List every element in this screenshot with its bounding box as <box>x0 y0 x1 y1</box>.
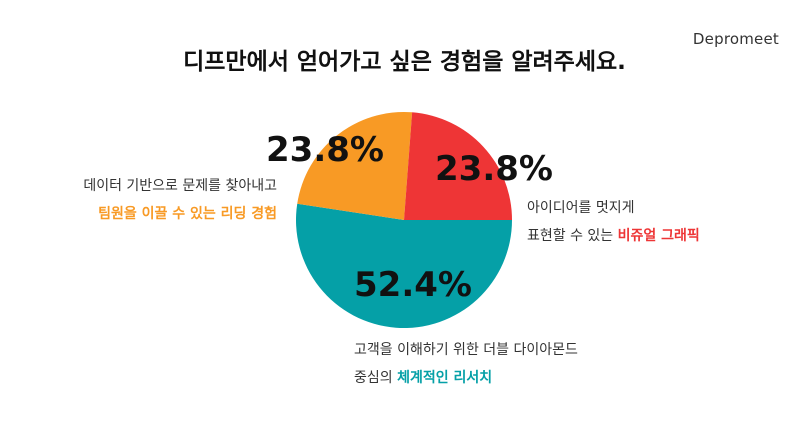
annotation-leading-line1: 데이터 기반으로 문제를 찾아내고 <box>83 178 277 194</box>
pct-label-leading: 23.8% <box>266 130 384 170</box>
annotation-visual-prefix: 표현할 수 있는 <box>527 228 618 244</box>
annotation-leading-highlight: 팀원을 이끌 수 있는 리딩 경험 <box>98 206 277 222</box>
pie-slice-leading <box>297 112 413 220</box>
annotation-visual-line1: 아이디어를 멋지게 <box>527 200 635 216</box>
brand-logo: Depromeet <box>692 30 779 48</box>
annotation-research-highlight: 체계적인 리서치 <box>397 370 493 386</box>
pie-slice-research <box>296 203 512 329</box>
annotation-leading: 데이터 기반으로 문제를 찾아내고 팀원을 이끌 수 있는 리딩 경험 <box>83 179 277 221</box>
annotation-research-line1: 고객을 이해하기 위한 더블 다이아몬드 <box>354 342 578 358</box>
annotation-research: 고객을 이해하기 위한 더블 다이아몬드 중심의 체계적인 리서치 <box>354 343 578 385</box>
annotation-visual-highlight: 비쥬얼 그래픽 <box>617 228 700 244</box>
chart-title: 디프만에서 얻어가고 싶은 경험을 알려주세요. <box>183 49 626 75</box>
annotation-research-prefix: 중심의 <box>354 370 398 386</box>
annotation-visual: 아이디어를 멋지게 표현할 수 있는 비쥬얼 그래픽 <box>527 201 700 243</box>
pie-slice-visual <box>404 112 512 220</box>
pct-label-visual: 23.8% <box>435 149 553 189</box>
pct-label-research: 52.4% <box>354 265 472 305</box>
